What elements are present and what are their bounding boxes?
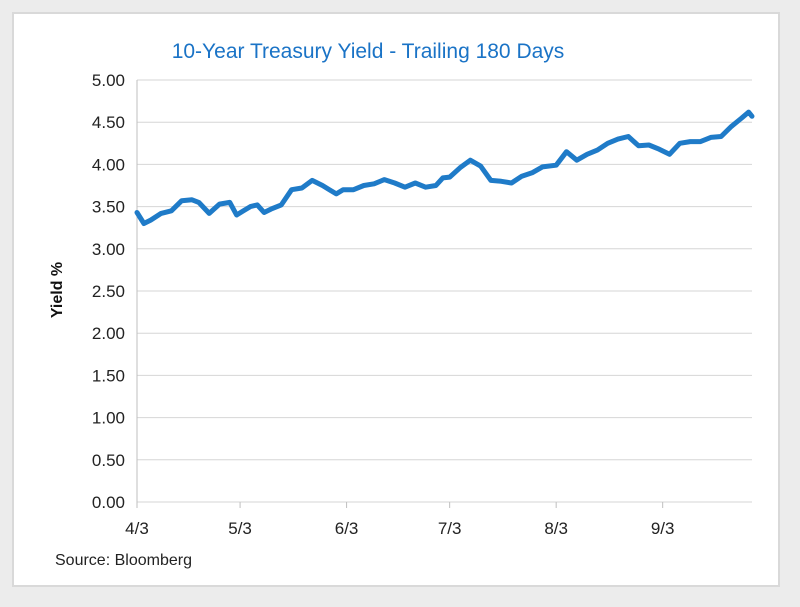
x-tick-label: 7/3 — [438, 519, 462, 538]
y-tick-label: 4.50 — [92, 113, 125, 132]
y-tick-label: 3.50 — [92, 198, 125, 217]
x-tick-label: 6/3 — [335, 519, 359, 538]
x-tick-label: 5/3 — [228, 519, 252, 538]
x-tick-label: 8/3 — [544, 519, 568, 538]
y-tick-label: 5.00 — [92, 71, 125, 90]
y-tick-label: 4.00 — [92, 155, 125, 174]
y-tick-label: 0.50 — [92, 451, 125, 470]
x-tick-label: 9/3 — [651, 519, 675, 538]
y-tick-label: 2.50 — [92, 282, 125, 301]
y-tick-label: 0.00 — [92, 493, 125, 512]
y-tick-label: 2.00 — [92, 324, 125, 343]
yield-series-line — [134, 109, 755, 226]
chart-frame — [12, 12, 780, 587]
source-note: Source: Bloomberg — [55, 552, 192, 569]
y-tick-label: 1.00 — [92, 409, 125, 428]
x-tick-label: 4/3 — [125, 519, 149, 538]
y-tick-label: 1.50 — [92, 366, 125, 385]
y-tick-label: 3.00 — [92, 240, 125, 259]
y-axis-label: Yield % — [49, 262, 66, 318]
chart-title: 10-Year Treasury Yield - Trailing 180 Da… — [172, 40, 565, 63]
